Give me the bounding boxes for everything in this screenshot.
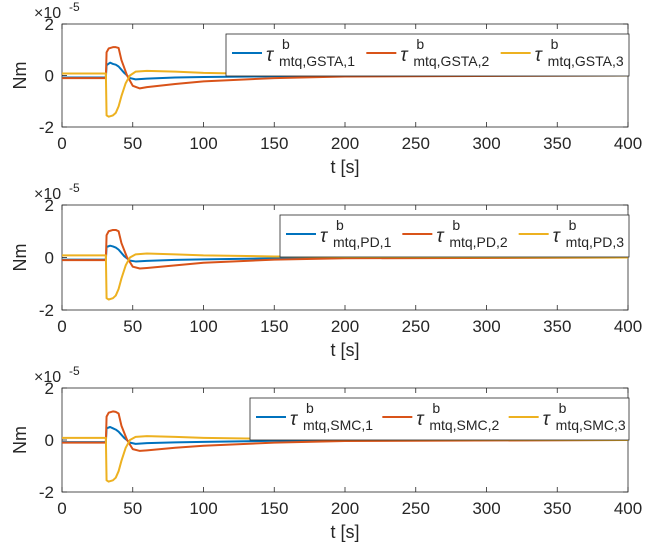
chart-panel-3: 0 50 100 150 200 250 300 350 400-202×10 -5t [s]Nm… [10, 364, 642, 542]
legend-box [225, 33, 630, 77]
x-tick-label: 100 [189, 134, 217, 153]
y-tick-label: 0 [45, 67, 54, 86]
x-tick-label: 250 [402, 499, 430, 518]
chart-panel-1: 0 50 100 150 200 250 300 350 400-202×10 -5t [s]Nm… [10, 0, 642, 177]
x-tick-label: 200 [331, 317, 359, 336]
x-tick-label: 0 [57, 499, 66, 518]
legend-subscript: mtq,GSTA,2 [413, 53, 489, 69]
x-tick-label: 50 [123, 317, 142, 336]
x-tick-label: 200 [331, 134, 359, 153]
x-tick-label: 400 [614, 317, 642, 336]
chart-panel-2: 0 50 100 150 200 250 300 350 400-202×10 -5t [s]Nm… [10, 181, 642, 360]
series-line-3 [62, 435, 628, 483]
legend-symbol: τ [290, 409, 299, 430]
legend-superscript: b [282, 36, 290, 52]
y-tick-label: -2 [39, 301, 54, 320]
legend-subscript: mtq,SMC,3 [556, 417, 626, 433]
x-tick-label: 300 [472, 317, 500, 336]
legend-box [249, 397, 630, 441]
x-tick-label: 100 [189, 499, 217, 518]
x-tick-label: 200 [331, 499, 359, 518]
axis-exponent-label: ×10 [34, 369, 61, 386]
y-tick-label: -2 [39, 483, 54, 502]
x-tick-label: 150 [260, 134, 288, 153]
x-tick-label: 100 [189, 317, 217, 336]
legend-symbol: τ [266, 45, 275, 66]
x-tick-label: 300 [472, 499, 500, 518]
series-line-3 [62, 252, 628, 301]
legend-symbol: τ [320, 226, 329, 247]
y-axis-label: Nm [10, 426, 30, 454]
legend-symbol: τ [400, 45, 409, 66]
x-tick-label: 150 [260, 317, 288, 336]
legend-superscript: b [336, 217, 344, 233]
x-tick-label: 50 [123, 134, 142, 153]
y-tick-label: 2 [45, 196, 54, 215]
legend-subscript: mtq,GSTA,3 [548, 53, 624, 69]
y-tick-label: 0 [45, 431, 54, 450]
axis-exponent-label: ×10 [34, 186, 61, 203]
y-axis-label: Nm [10, 62, 30, 90]
legend-superscript: b [551, 36, 559, 52]
legend-subscript: mtq,SMC,1 [303, 417, 373, 433]
y-tick-label: -2 [39, 118, 54, 137]
x-tick-label: 250 [402, 317, 430, 336]
legend-superscript: b [452, 217, 460, 233]
legend-superscript: b [432, 400, 440, 416]
y-axis-label: Nm [10, 244, 30, 272]
legend-box [279, 214, 630, 258]
legend-symbol: τ [436, 226, 445, 247]
series-line-2 [62, 228, 628, 270]
legend-superscript: b [306, 400, 314, 416]
x-tick-label: 0 [57, 134, 66, 153]
x-axis-label: t [s] [330, 522, 359, 542]
series-lines [62, 410, 628, 483]
axis-exponent-power: -5 [69, 0, 80, 14]
y-tick-label: 0 [45, 249, 54, 268]
legend-symbol: τ [535, 45, 544, 66]
x-tick-label: 250 [402, 134, 430, 153]
x-axis-label: t [s] [330, 157, 359, 177]
x-tick-label: 400 [614, 499, 642, 518]
legend-symbol: τ [543, 409, 552, 430]
series-line-2 [62, 410, 628, 452]
legend-subscript: mtq,PD,3 [566, 234, 625, 250]
legend-subscript: mtq,PD,2 [449, 234, 508, 250]
x-tick-label: 400 [614, 134, 642, 153]
x-axis-label: t [s] [330, 340, 359, 360]
x-tick-label: 350 [543, 134, 571, 153]
axis-exponent-label: ×10 [34, 5, 61, 22]
y-tick-label: 2 [45, 15, 54, 34]
x-tick-label: 50 [123, 499, 142, 518]
x-tick-label: 300 [472, 134, 500, 153]
series-lines [62, 228, 628, 301]
legend-subscript: mtq,SMC,2 [429, 417, 499, 433]
x-tick-label: 350 [543, 499, 571, 518]
y-tick-label: 2 [45, 379, 54, 398]
x-tick-label: 0 [57, 317, 66, 336]
axis-exponent-power: -5 [69, 181, 80, 195]
legend-subscript: mtq,PD,1 [333, 234, 392, 250]
x-tick-label: 350 [543, 317, 571, 336]
legend-symbol: τ [553, 226, 562, 247]
legend-superscript: b [559, 400, 567, 416]
axis-exponent-power: -5 [69, 364, 80, 378]
legend-symbol: τ [416, 409, 425, 430]
series-line-2 [62, 46, 628, 90]
legend-superscript: b [569, 217, 577, 233]
legend-subscript: mtq,GSTA,1 [279, 53, 355, 69]
legend-superscript: b [416, 36, 424, 52]
x-tick-label: 150 [260, 499, 288, 518]
